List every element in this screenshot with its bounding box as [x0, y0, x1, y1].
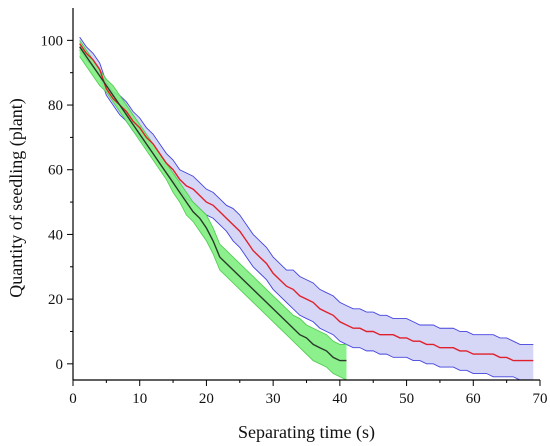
y-tick-label: 40: [48, 227, 63, 243]
series-2-band-lower-edge: [79, 56, 347, 381]
x-axis-label: Separating time (s): [238, 422, 375, 443]
y-tick-label: 80: [48, 98, 63, 114]
x-tick-label: 10: [132, 391, 147, 407]
series-1-band: [79, 37, 534, 380]
series-lines: [79, 43, 534, 362]
axes: [72, 8, 540, 381]
y-axis-label: Quantity of seedling (plant): [6, 98, 27, 297]
x-tick-label: 30: [266, 391, 281, 407]
series-1-band-upper-edge: [79, 36, 534, 345]
series-2-band: [79, 40, 347, 381]
x-tick-label: 0: [69, 391, 77, 407]
x-tick-label: 40: [332, 391, 347, 407]
y-tick-label: 100: [41, 33, 64, 49]
series-1-line: [79, 43, 534, 362]
series-2-band-upper-edge: [79, 40, 347, 345]
confidence-bands: [79, 36, 534, 381]
x-tick-label: 60: [466, 391, 481, 407]
x-tick-label: 70: [533, 391, 548, 407]
y-tick-label: 60: [48, 163, 63, 179]
x-tick-label: 50: [399, 391, 414, 407]
y-tick-label: 20: [48, 292, 63, 308]
ticks: 0 10 20 30 40 50 60 70 0 20 40 60 80 100: [41, 33, 548, 407]
x-tick-label: 20: [199, 391, 214, 407]
series-2-line: [79, 46, 347, 362]
y-tick-label: 0: [56, 357, 64, 373]
